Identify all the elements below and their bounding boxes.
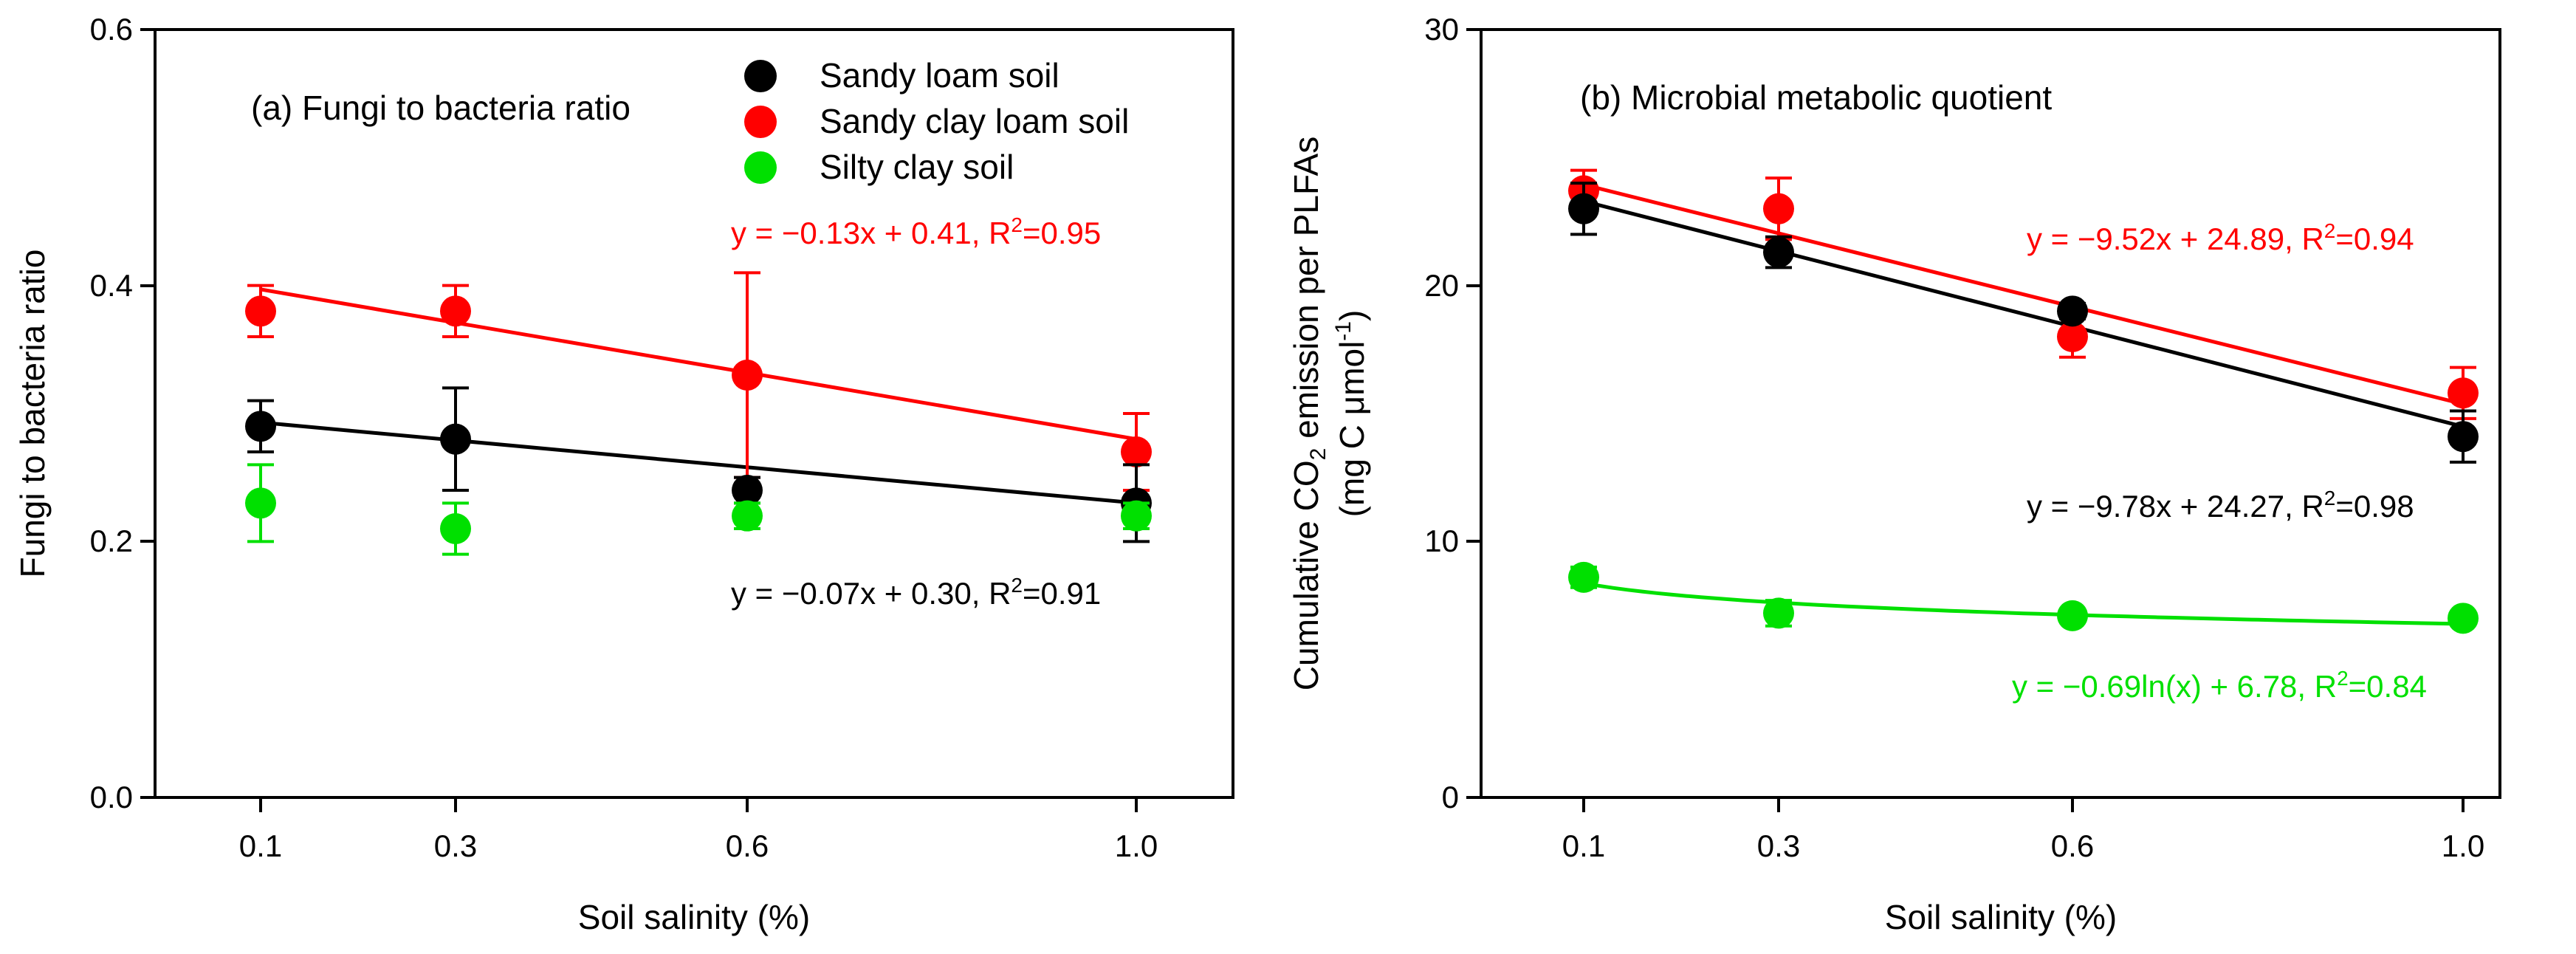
panel-b-point-sandy-clay-loam	[2448, 377, 2479, 409]
panel-b-ytick-label: 30	[1424, 12, 1459, 47]
panel-b-xtick-label: 0.3	[1757, 828, 1800, 863]
panel-b-equation-silty-clay: y = −0.69ln(x) + 6.78, R2=0.84	[2012, 667, 2427, 704]
panel-a-point-sandy-clay-loam	[1121, 436, 1152, 467]
panel-b-ytick-label: 10	[1424, 524, 1459, 558]
equation-text: y = −0.69ln(x) + 6.78, R	[2012, 669, 2337, 704]
panel-b-point-sandy-loam	[1763, 236, 1794, 268]
equation-text: y = −9.52x + 24.89, R	[2027, 222, 2324, 256]
panel-b-point-sandy-loam	[2448, 421, 2479, 453]
panel-b-xtick-label: 1.0	[2442, 828, 2484, 863]
superscript-2: 2	[2324, 219, 2336, 242]
panel-a-point-sandy-loam	[440, 423, 471, 455]
panel-a-xtick-label: 0.6	[726, 828, 769, 863]
panel-a-point-silty-clay	[1121, 500, 1152, 532]
panel-a-ytick-label: 0.4	[90, 268, 133, 303]
superscript-2: 2	[1011, 213, 1023, 236]
panel-b-point-silty-clay	[2448, 603, 2479, 634]
panel-b-equation-sandy-loam: y = −9.78x + 24.27, R2=0.98	[2027, 487, 2414, 524]
panel-a-plot-frame	[154, 28, 1234, 799]
panel-a-xtick-label: 1.0	[1115, 828, 1158, 863]
panel-a-equation-sandy-clay-loam: y = −0.13x + 0.41, R2=0.95	[731, 213, 1101, 250]
panel-a-fit-line-sandy-clay-loam	[260, 287, 1137, 442]
y-title-units: (mg C μmol	[1333, 341, 1371, 518]
panel-b-ytick-label: 0	[1442, 780, 1459, 814]
panel-b-xtick-label: 0.6	[2051, 828, 2094, 863]
panel-b-title: (b) Microbial metabolic quotient	[1580, 78, 2052, 117]
panel-b-point-sandy-clay-loam	[1763, 193, 1794, 224]
panel-b-point-sandy-clay-loam	[2057, 321, 2088, 352]
panel-a-fungi-bacteria-chart: 0.0 0.2 0.4 0.6 Fungi to bacteria ratio …	[13, 12, 1234, 936]
panel-b-fit-line-silty-clay	[1583, 581, 2464, 626]
panel-a-equation-sandy-loam: y = −0.07x + 0.30, R2=0.91	[731, 574, 1101, 611]
y-axis-title-line2: (mg C μmol-1)	[1331, 310, 1371, 518]
legend-marker-sandy-clay-loam	[744, 106, 777, 138]
panel-b-point-silty-clay	[1763, 597, 1794, 629]
equation-r2: =0.94	[2335, 222, 2414, 256]
panel-a-xtick-label: 0.1	[239, 828, 282, 863]
y-title-rest: emission per PLFAs	[1287, 137, 1325, 448]
equation-r2: =0.91	[1023, 576, 1101, 611]
panel-a-point-sandy-clay-loam	[732, 360, 763, 391]
equation-r2: =0.98	[2335, 489, 2414, 524]
panel-b-fit-line-sandy-loam	[1583, 199, 2464, 429]
equation-r2: =0.95	[1023, 216, 1101, 250]
panel-a-point-silty-clay	[245, 487, 276, 519]
panel-a-x-axis: 0.1 0.3 0.6 1.0 Soil salinity (%)	[239, 797, 1158, 936]
panel-a-y-axis: 0.0 0.2 0.4 0.6 Fungi to bacteria ratio	[13, 12, 155, 814]
y-title-superscript: -1	[1331, 321, 1356, 341]
panel-b-xtick-label: 0.1	[1562, 828, 1605, 863]
panel-a-x-axis-title: Soil salinity (%)	[578, 898, 810, 936]
panel-b-point-silty-clay	[1568, 561, 1599, 593]
panel-a-ytick-label: 0.6	[90, 12, 133, 47]
legend-marker-sandy-loam	[744, 60, 777, 92]
legend-label-sandy-loam: Sandy loam soil	[820, 56, 1059, 95]
superscript-2: 2	[1011, 574, 1023, 597]
panel-a-point-silty-clay	[440, 513, 471, 544]
superscript-2: 2	[2337, 667, 2349, 690]
y-title-co: Cumulative CO	[1287, 460, 1325, 690]
panel-a-point-sandy-loam	[732, 475, 763, 506]
panel-a-point-sandy-loam	[245, 411, 276, 442]
panel-a-legend: Sandy loam soil Sandy clay loam soil Sil…	[744, 56, 1129, 186]
panel-a-y-axis-title: Fungi to bacteria ratio	[13, 250, 52, 578]
y-title-subscript: 2	[1306, 448, 1330, 461]
panel-b-x-axis-title: Soil salinity (%)	[1885, 898, 2117, 936]
panel-a-title: (a) Fungi to bacteria ratio	[251, 89, 631, 127]
equation-r2: =0.84	[2349, 669, 2427, 704]
panel-a-ytick-label: 0.0	[90, 780, 133, 814]
panel-b-ytick-label: 20	[1424, 268, 1459, 303]
y-title-close: )	[1333, 310, 1371, 321]
panel-b-point-silty-clay	[2057, 600, 2088, 631]
superscript-2: 2	[2324, 487, 2336, 509]
panel-b-metabolic-quotient-chart: 0 10 20 30 Cumulative CO2 emission per P…	[1287, 12, 2501, 936]
panel-b-y-axis-title: Cumulative CO2 emission per PLFAs (mg C …	[1287, 137, 1371, 690]
panel-b-y-axis: 0 10 20 30 Cumulative CO2 emission per P…	[1287, 12, 1481, 814]
equation-text: y = −9.78x + 24.27, R	[2027, 489, 2324, 524]
legend-label-sandy-clay-loam: Sandy clay loam soil	[820, 102, 1129, 140]
panel-b-point-sandy-loam	[1568, 193, 1599, 224]
legend-label-silty-clay: Silty clay soil	[820, 148, 1014, 186]
legend-marker-silty-clay	[744, 151, 777, 184]
panel-a-point-silty-clay	[732, 500, 763, 532]
panel-a-ytick-label: 0.2	[90, 524, 133, 558]
panel-a-xtick-label: 0.3	[434, 828, 477, 863]
panel-a-data-layer	[245, 271, 1152, 556]
panel-b-plot-frame	[1480, 28, 2501, 799]
panel-b-data-layer	[1568, 168, 2479, 634]
y-axis-title-line1: Cumulative CO2 emission per PLFAs	[1287, 137, 1330, 690]
equation-text: y = −0.13x + 0.41, R	[731, 216, 1011, 250]
panel-a-point-sandy-clay-loam	[245, 295, 276, 327]
panel-b-point-sandy-loam	[2057, 295, 2088, 327]
equation-text: y = −0.07x + 0.30, R	[731, 576, 1011, 611]
panel-a-fit-line-sandy-loam	[260, 420, 1137, 505]
panel-b-equation-sandy-clay-loam: y = −9.52x + 24.89, R2=0.94	[2027, 219, 2414, 256]
panel-a-point-sandy-clay-loam	[440, 295, 471, 327]
panel-b-fit-line-sandy-clay-loam	[1583, 182, 2464, 406]
panel-b-x-axis: 0.1 0.3 0.6 1.0 Soil salinity (%)	[1562, 797, 2484, 936]
